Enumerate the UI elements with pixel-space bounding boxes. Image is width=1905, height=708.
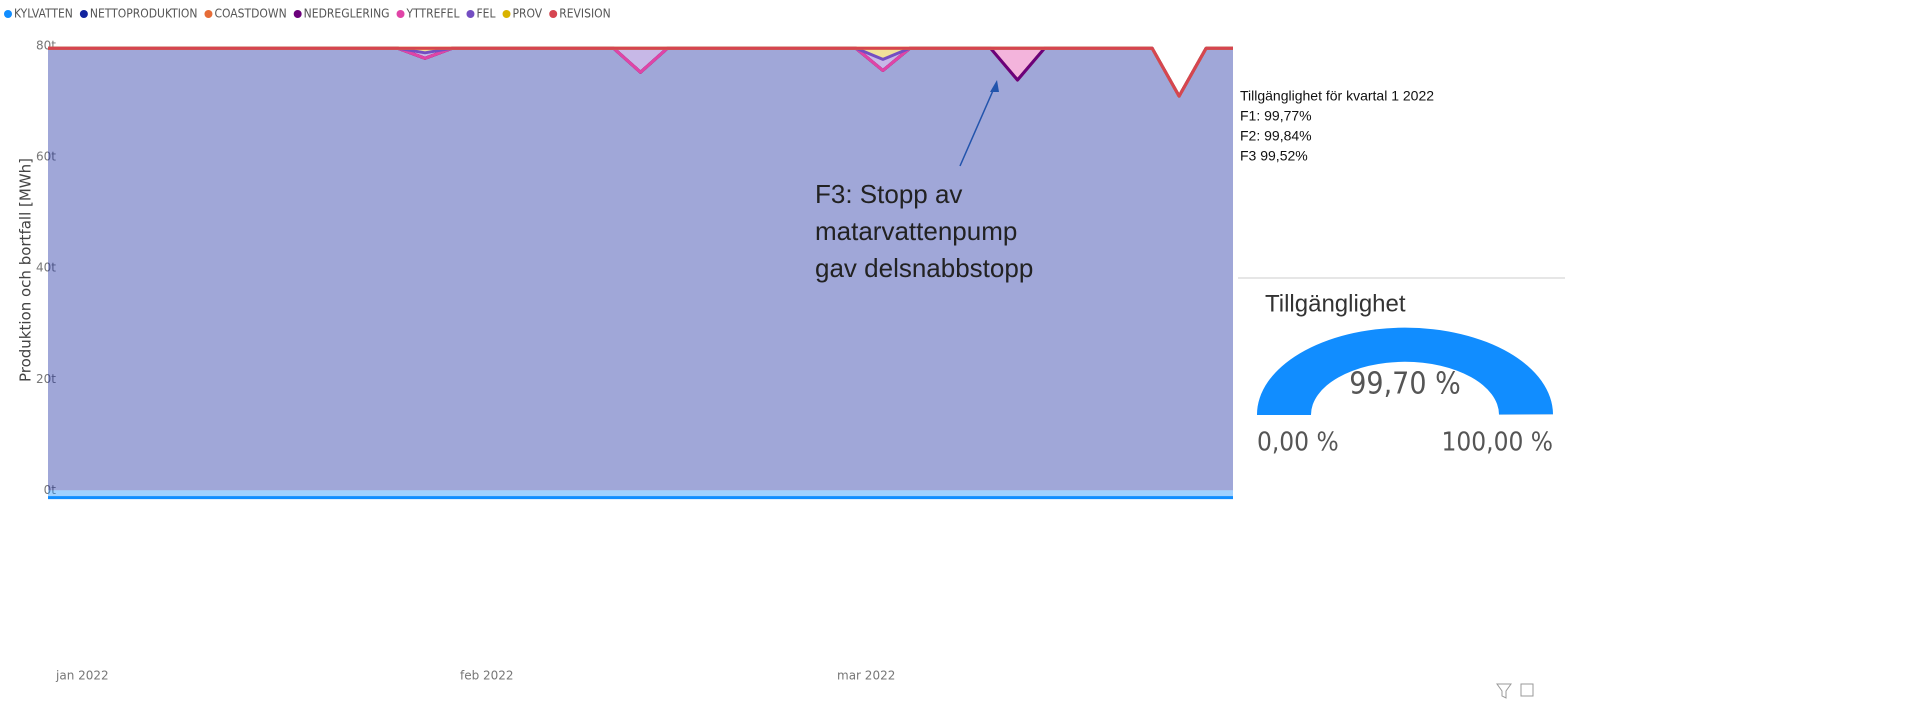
y-axis-label: Produktion och bortfall [MWh] [17, 158, 35, 382]
annotation: F3: Stopp av [815, 179, 962, 209]
gauge-value: 99,70 % [1349, 367, 1460, 402]
gauge-fill [1256, 327, 1553, 415]
gauge-max: 100,00 % [1442, 428, 1553, 458]
legend-label: REVISION [559, 7, 611, 21]
legend-label: NETTOPRODUKTION [90, 7, 198, 21]
focus-icon[interactable] [1520, 683, 1534, 697]
legend-swatch [396, 10, 405, 18]
filter-icon[interactable] [1496, 683, 1512, 699]
gauge-title: Tillgänglighet [1265, 290, 1406, 317]
info-line: F1: 99,77% [1240, 108, 1312, 124]
x-tick-label: feb 2022 [460, 669, 514, 683]
x-tick-label: jan 2022 [55, 669, 109, 683]
y-tick-label: 40t [36, 261, 56, 275]
gauge-min: 0,00 % [1257, 428, 1339, 458]
legend-label: NEDREGLERING [304, 7, 390, 21]
legend-label: PROV [513, 7, 543, 21]
area-line [48, 46, 1233, 98]
annotation: gav delsnabbstopp [815, 253, 1033, 283]
gauge-track [1499, 414, 1554, 415]
info-line: F3 99,52% [1240, 148, 1308, 164]
annotation: matarvattenpump [815, 216, 1017, 246]
y-tick-label: 60t [36, 150, 56, 164]
area [48, 490, 1233, 498]
y-tick-label: 20t [36, 372, 56, 386]
annotation-arrowhead [990, 80, 999, 92]
annotation-arrow [959, 85, 996, 167]
legend-swatch [466, 10, 475, 18]
info-line: F2: 99,84% [1240, 128, 1312, 144]
legend-label: COASTDOWN [214, 7, 286, 21]
legend-swatch [549, 10, 558, 18]
legend-swatch [502, 10, 511, 18]
legend-swatch [79, 10, 88, 18]
legend-label: KYLVATTEN [14, 7, 73, 21]
x-tick-label: mar 2022 [837, 669, 895, 683]
area [48, 48, 1233, 491]
y-tick-label: 0t [44, 483, 57, 497]
legend-swatch [4, 10, 12, 18]
legend-swatch [204, 10, 213, 18]
legend-label: FEL [476, 7, 495, 21]
legend-swatch [293, 10, 302, 18]
info-line: Tillgänglighet för kvartal 1 2022 [1240, 88, 1434, 104]
legend-label: YTTREFEL [406, 7, 460, 21]
